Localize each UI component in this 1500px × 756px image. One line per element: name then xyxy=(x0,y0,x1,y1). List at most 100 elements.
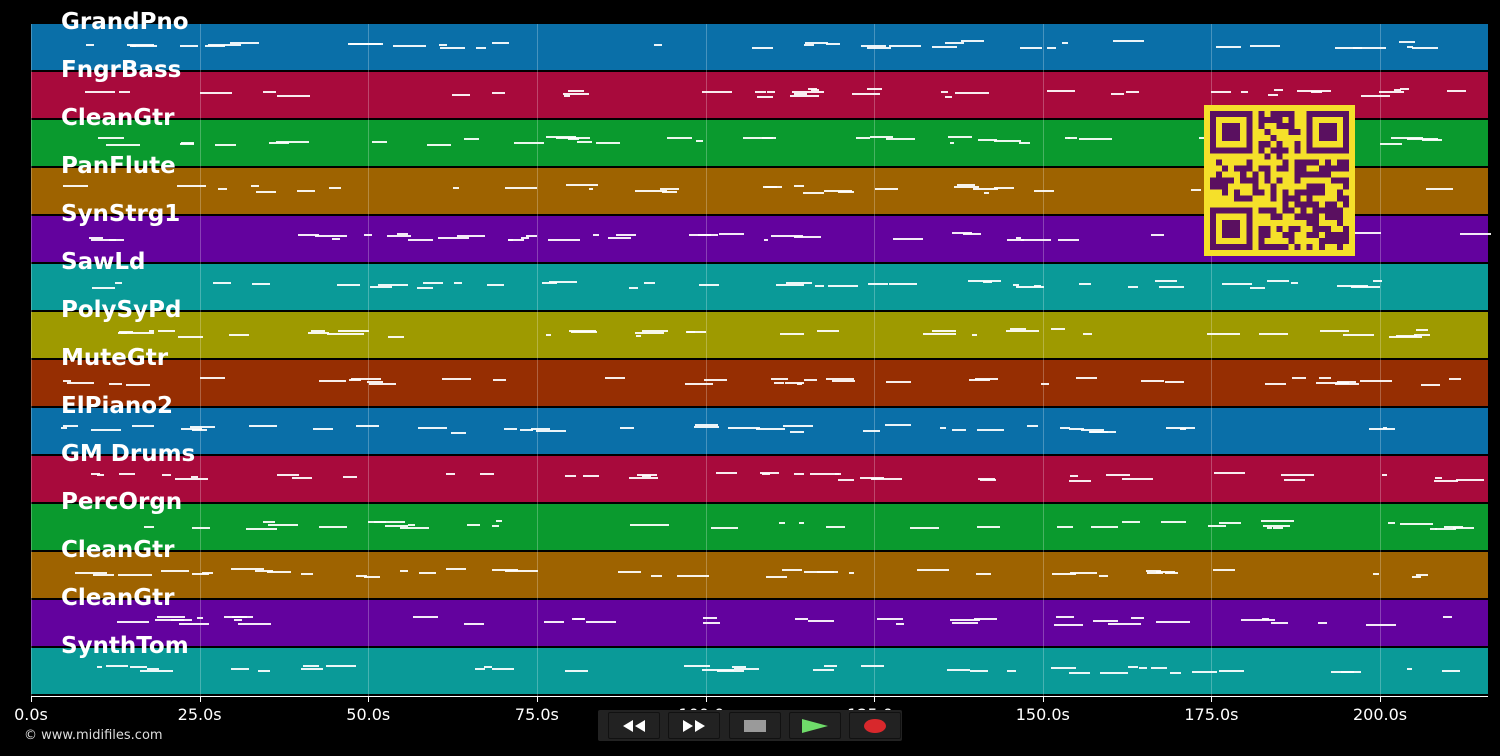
note-mark xyxy=(809,473,842,476)
note-mark xyxy=(342,475,358,478)
note-mark xyxy=(701,91,732,94)
fast-forward-button[interactable] xyxy=(668,712,720,739)
track-lane[interactable] xyxy=(31,600,1488,646)
track-lane[interactable] xyxy=(31,456,1488,502)
note-mark xyxy=(1274,89,1283,92)
note-mark xyxy=(446,473,455,476)
note-mark xyxy=(337,283,361,286)
note-mark xyxy=(457,235,485,238)
note-mark xyxy=(1090,526,1119,529)
note-mark xyxy=(565,669,589,672)
note-mark xyxy=(160,570,190,573)
track-label: CleanGtr xyxy=(61,537,175,563)
track-lane[interactable] xyxy=(31,504,1488,550)
qr-code-icon[interactable] xyxy=(1204,105,1355,256)
note-mark xyxy=(90,429,121,432)
track-lane[interactable] xyxy=(31,408,1488,454)
note-mark xyxy=(834,472,839,475)
note-mark xyxy=(1151,234,1165,236)
note-mark xyxy=(693,425,719,428)
note-mark xyxy=(893,237,924,240)
note-mark xyxy=(369,285,392,288)
note-mark xyxy=(217,188,227,191)
note-mark xyxy=(588,188,594,191)
note-mark xyxy=(464,622,485,625)
note-mark xyxy=(491,668,514,671)
track-lane[interactable] xyxy=(31,648,1488,694)
note-mark xyxy=(973,618,998,621)
stop-button[interactable] xyxy=(729,712,781,739)
track-label: CleanGtr xyxy=(61,585,175,611)
note-mark xyxy=(202,571,214,574)
note-mark xyxy=(493,378,507,381)
note-mark xyxy=(825,525,845,528)
note-mark xyxy=(803,191,824,194)
note-mark xyxy=(794,617,809,620)
tick-mark xyxy=(536,696,538,702)
note-mark xyxy=(1433,479,1458,482)
note-mark xyxy=(661,191,678,194)
note-mark xyxy=(1273,526,1283,529)
note-mark xyxy=(190,475,198,478)
note-mark xyxy=(734,667,759,670)
note-mark xyxy=(799,521,804,524)
note-mark xyxy=(181,141,194,144)
note-mark xyxy=(877,618,904,621)
note-mark xyxy=(628,287,639,290)
track-lane[interactable] xyxy=(31,360,1488,406)
copyright-text: © www.midifiles.com xyxy=(24,728,163,743)
note-mark xyxy=(956,184,975,187)
note-mark xyxy=(84,91,115,94)
note-mark xyxy=(233,619,242,622)
note-mark xyxy=(947,668,971,671)
note-mark xyxy=(180,142,195,145)
note-mark xyxy=(866,46,891,49)
note-mark xyxy=(1446,90,1466,93)
note-mark xyxy=(1092,619,1118,622)
note-mark xyxy=(1207,525,1227,528)
note-mark xyxy=(1369,428,1395,431)
note-mark xyxy=(1400,88,1409,90)
note-mark xyxy=(856,137,871,140)
note-mark xyxy=(1083,333,1092,336)
note-mark xyxy=(564,474,576,477)
note-mark xyxy=(1069,671,1091,674)
note-mark xyxy=(1015,285,1044,288)
note-mark xyxy=(504,427,517,430)
note-mark xyxy=(1291,281,1298,284)
note-mark xyxy=(363,575,380,578)
record-button[interactable] xyxy=(849,712,901,739)
note-mark xyxy=(543,620,565,623)
note-mark xyxy=(1382,474,1387,477)
note-mark xyxy=(1435,527,1457,530)
note-mark xyxy=(442,378,471,381)
note-mark xyxy=(311,330,326,332)
note-mark xyxy=(784,382,804,385)
play-button[interactable] xyxy=(789,712,841,739)
note-mark xyxy=(363,233,373,236)
note-mark xyxy=(1018,141,1030,144)
fast-forward-icon xyxy=(683,719,705,732)
note-mark xyxy=(1015,236,1021,239)
note-mark xyxy=(300,667,323,670)
track-lane[interactable] xyxy=(31,264,1488,310)
note-mark xyxy=(1112,40,1144,43)
note-mark xyxy=(636,473,657,476)
note-mark xyxy=(1180,428,1186,431)
note-mark xyxy=(157,616,170,619)
note-mark xyxy=(196,616,204,619)
note-mark xyxy=(1315,381,1349,384)
note-mark xyxy=(1099,574,1109,577)
note-mark xyxy=(545,334,552,337)
note-mark xyxy=(954,92,989,95)
note-mark xyxy=(531,427,550,430)
rewind-button[interactable] xyxy=(608,712,660,739)
track-lane[interactable] xyxy=(31,312,1488,358)
note-mark xyxy=(229,333,249,336)
note-mark xyxy=(793,93,807,96)
note-mark xyxy=(1434,477,1442,480)
grid-line xyxy=(199,24,201,696)
note-mark xyxy=(108,382,122,385)
track-lane[interactable] xyxy=(31,552,1488,598)
note-mark xyxy=(770,378,789,381)
